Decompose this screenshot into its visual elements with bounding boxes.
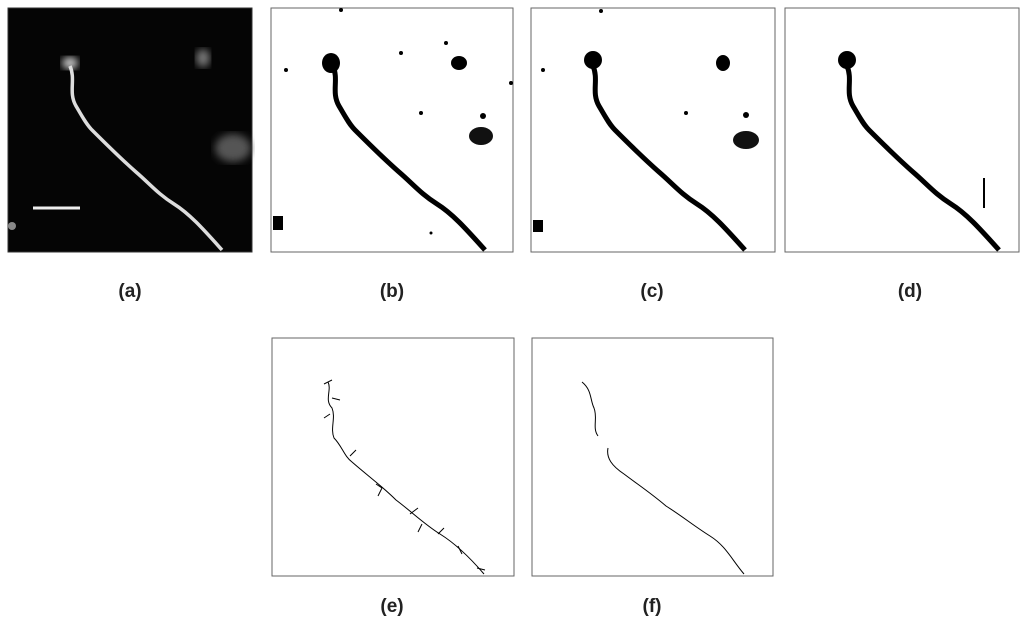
panel-label: (f) [643,596,662,617]
panel-label: (e) [380,596,403,617]
panel-label: (b) [380,281,404,302]
panel-b [270,7,514,253]
panel-label: (a) [118,281,141,302]
panel-a [7,7,253,253]
panel-e [271,337,515,577]
panel-c [530,7,776,253]
panel-f [531,337,774,577]
panel-d [784,7,1020,253]
panel-label: (d) [898,281,922,302]
panel-label: (c) [640,281,663,302]
